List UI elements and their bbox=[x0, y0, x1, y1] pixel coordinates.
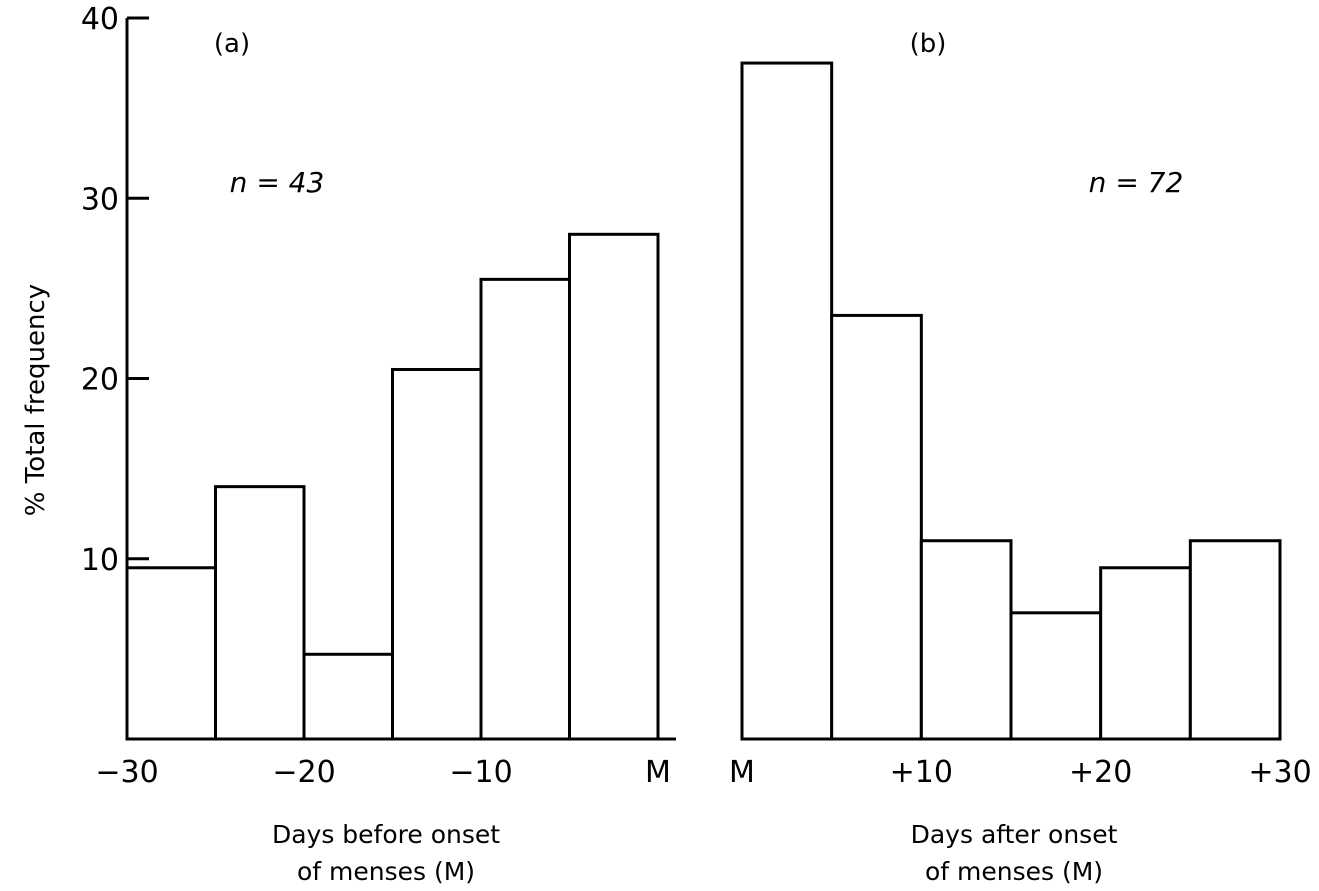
y-tick-label: 10 bbox=[81, 543, 119, 578]
y-tick-label: 20 bbox=[81, 363, 119, 398]
histogram-bar bbox=[1099, 566, 1192, 741]
histogram-bar bbox=[214, 485, 306, 741]
histogram-bar bbox=[1009, 611, 1103, 741]
panel-a: −30 −20 −10 M (a) n = 43 Days before onset of m… bbox=[95, 29, 676, 886]
histogram-bar bbox=[302, 652, 394, 741]
x-tick-label: −30 bbox=[95, 755, 158, 790]
y-tick-label: 40 bbox=[81, 2, 119, 37]
x-tick-label: −10 bbox=[449, 755, 512, 790]
histogram-bar bbox=[391, 367, 483, 741]
x-tick-label: +10 bbox=[890, 755, 953, 790]
x-axis-title-line1: Days before onset bbox=[272, 820, 500, 849]
sample-size-label: n = 72 bbox=[1089, 166, 1184, 199]
x-tick-label: M bbox=[729, 755, 755, 790]
x-axis-title-line2: of menses (M) bbox=[925, 857, 1103, 886]
sample-size-label: n = 43 bbox=[230, 166, 325, 199]
x-tick-label: +30 bbox=[1248, 755, 1311, 790]
histogram-bar bbox=[479, 277, 571, 741]
y-tick-label: 30 bbox=[81, 182, 119, 217]
histogram-bar bbox=[125, 566, 217, 741]
panel-b: M +10 +20 +30 (b) n = 72 Days after onset of me… bbox=[729, 29, 1312, 886]
x-axis-title-line2: of menses (M) bbox=[297, 857, 475, 886]
x-axis-title-line1: Days after onset bbox=[911, 820, 1118, 849]
x-tick-label: −20 bbox=[272, 755, 335, 790]
histogram-bar bbox=[830, 313, 923, 741]
histogram-bar bbox=[740, 61, 834, 741]
x-tick-label: M bbox=[645, 755, 671, 790]
histogram-bar bbox=[1188, 539, 1282, 741]
panel-label: (b) bbox=[910, 29, 947, 59]
panel-label: (a) bbox=[214, 29, 250, 59]
histogram-bar bbox=[568, 232, 660, 741]
histogram-bar bbox=[919, 539, 1013, 741]
y-axis-title: % Total frequency bbox=[21, 284, 51, 516]
x-tick-label: +20 bbox=[1069, 755, 1132, 790]
